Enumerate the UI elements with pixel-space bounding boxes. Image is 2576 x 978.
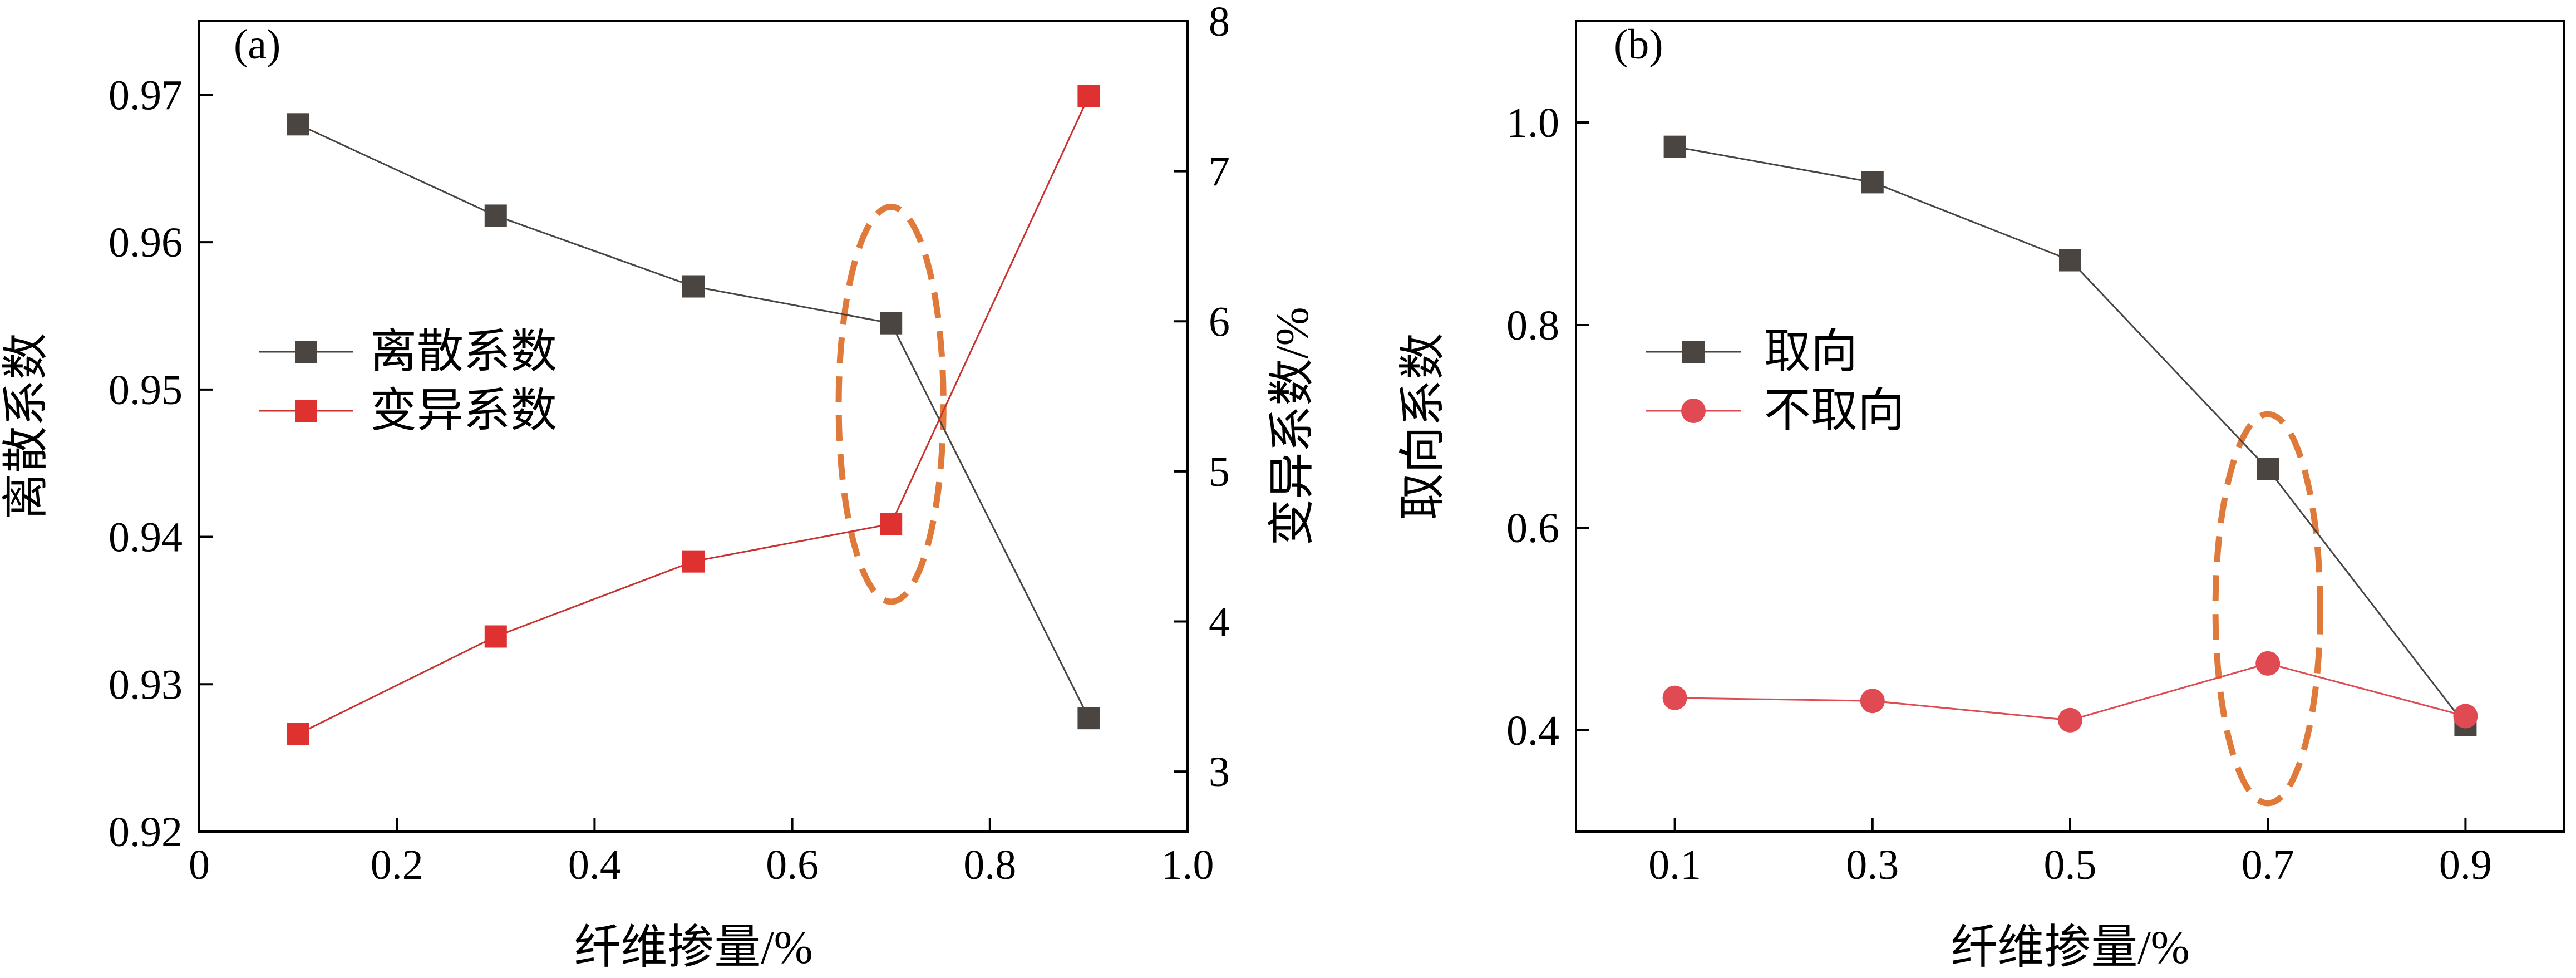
highlight-ellipse [2212,411,2323,807]
y2-tick-label: 5 [1209,449,1230,495]
data-point [2255,651,2281,676]
legend-marker-non-oriented [1681,399,1706,423]
y2-axis-title-a: 变异系数/% [1267,307,1318,545]
y-tick-label: 0.93 [109,661,183,708]
highlight-ellipse-b [2212,411,2323,807]
data-point [2257,458,2279,480]
chart-panel-a: (a) 0 0.2 0.4 0.6 0.8 1.0 0.920.930.940.950.9… [1,0,1318,974]
y-tick-label: 0.6 [1506,505,1559,552]
x-tick-label: 0.7 [2242,842,2294,888]
y2-tick-label: 4 [1209,599,1230,646]
x-tick-label: 1.0 [1161,842,1214,888]
series-group-a [287,85,1100,745]
y-tick-label: 0.4 [1506,707,1559,754]
legend-label-non-oriented: 不取向 [1764,385,1904,437]
x-axis-ticks-b: 0.1 0.3 0.5 0.7 0.9 [1648,818,2492,888]
legend-label-oriented: 取向 [1764,326,1858,378]
y-tick-label: 0.8 [1506,302,1559,349]
series-不取向 [1662,651,2478,733]
y-tick-label: 0.94 [109,514,183,561]
y-tick-label: 1.0 [1506,100,1559,146]
y2-axis-ticks-a: 3 4 5 6 7 8 [1174,0,1230,795]
legend-marker-dispersion [295,341,317,363]
legend-label-dispersion: 离散系数 [370,326,557,378]
highlight-ellipse [835,204,947,605]
y-axis-title-b: 取向系数 [1397,333,1449,520]
y2-tick-label: 3 [1209,749,1230,795]
x-tick-label: 0.5 [2044,842,2097,888]
x-axis-ticks-a: 0 0.2 0.4 0.6 0.8 1.0 [189,818,1214,888]
panel-label-b: (b) [1614,21,1663,68]
data-point [484,625,507,648]
data-point [1662,685,1687,710]
data-point [1861,171,1884,194]
x-tick-label: 0.9 [2439,842,2492,888]
x-tick-label: 0.4 [568,842,621,888]
x-tick-label: 0.1 [1648,842,1701,888]
legend-marker-variation [295,400,317,422]
x-tick-label: 0.8 [963,842,1016,888]
x-axis-title-b: 纤维掺量/% [1951,922,2189,974]
data-point [1663,135,1686,158]
x-tick-label: 0 [189,842,210,888]
data-point [682,550,705,573]
y2-tick-label: 7 [1209,149,1230,195]
series-group-b [1662,135,2478,736]
data-point [2058,707,2082,733]
y-tick-label: 0.92 [109,809,183,856]
y-axis-ticks-a: 0.92 0.93 0.94 0.95 0.96 0.97 [109,72,213,856]
data-point [682,275,705,298]
data-point [880,513,903,535]
data-point [2059,249,2081,272]
data-point [484,204,507,227]
chart-panel-b: (b) 0.1 0.3 0.5 0.7 0.9 0.40.60.81.0 纤维掺量/% … [1397,20,2565,974]
data-point [2453,704,2478,729]
y-tick-label: 0.97 [109,72,183,119]
series-变异系数 [287,85,1100,745]
plot-frame-a [198,20,1189,833]
legend-a: 离散系数 变异系数 [259,326,557,437]
y-axis-ticks-b: 0.4 0.6 0.8 1.0 [1506,100,1589,754]
y-tick-label: 0.95 [109,367,183,414]
x-tick-label: 0.6 [766,842,819,888]
y-axis-title-a: 离散系数 [1,333,52,520]
y-tick-label: 0.96 [109,219,183,266]
panel-label-a: (a) [234,21,280,68]
data-point [880,312,903,335]
legend-b: 取向 不取向 [1646,326,1904,437]
x-axis-title-a: 纤维掺量/% [574,922,812,974]
data-point [287,113,309,136]
data-point [287,723,309,745]
data-point [1077,707,1100,730]
legend-marker-oriented [1682,341,1705,363]
x-tick-label: 0.3 [1846,842,1899,888]
highlight-ellipse-a [835,204,947,605]
data-point [1077,85,1100,107]
y2-tick-label: 8 [1209,0,1230,45]
series-离散系数 [287,113,1100,730]
legend-label-variation: 变异系数 [370,385,557,437]
data-point [1860,689,1885,714]
y2-tick-label: 6 [1209,298,1230,345]
x-tick-label: 0.2 [371,842,423,888]
